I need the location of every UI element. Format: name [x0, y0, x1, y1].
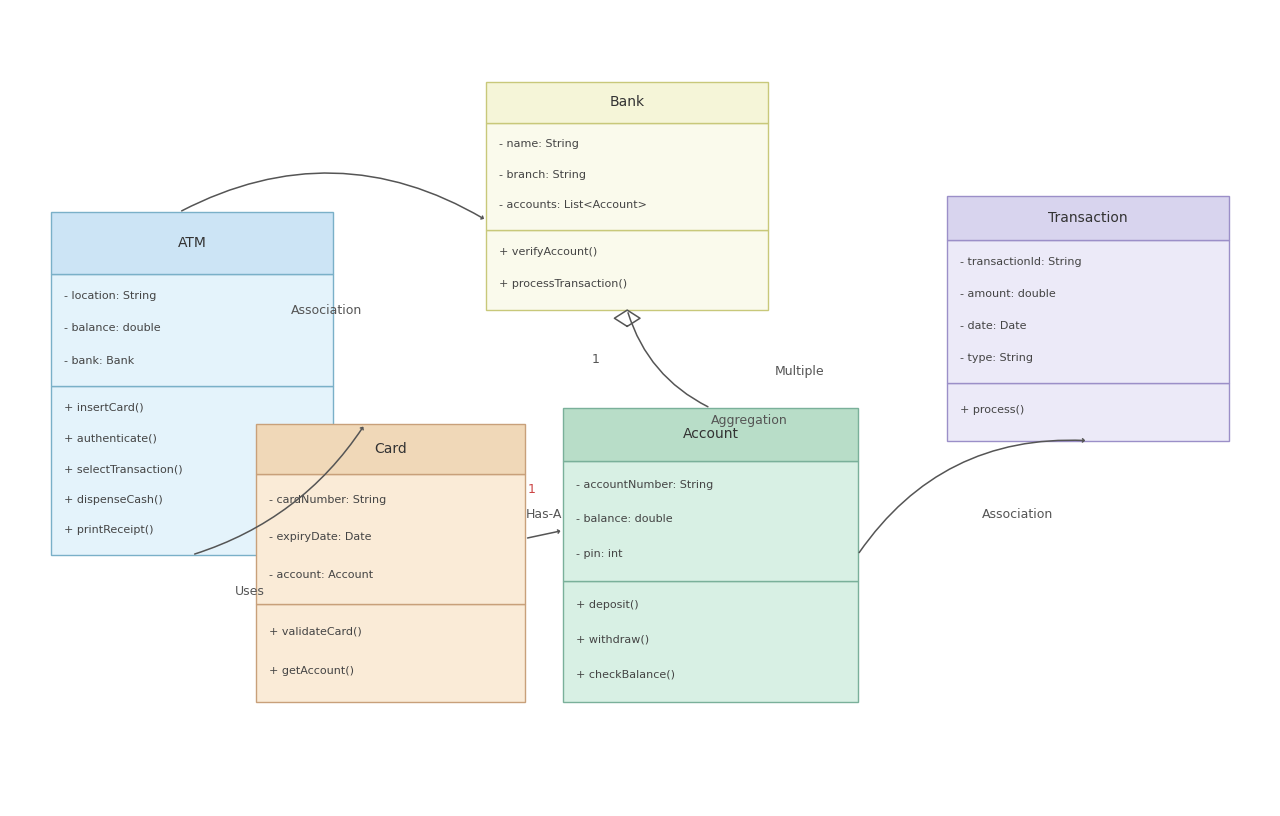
Bar: [486, 230, 768, 310]
Text: - balance: double: - balance: double: [64, 323, 160, 334]
Text: Multiple: Multiple: [776, 365, 824, 378]
Text: Aggregation: Aggregation: [710, 414, 787, 427]
Text: ATM: ATM: [178, 236, 206, 250]
Text: - cardNumber: String: - cardNumber: String: [269, 495, 387, 505]
Text: Transaction: Transaction: [1048, 211, 1128, 225]
Text: - pin: int: - pin: int: [576, 549, 622, 559]
Bar: [256, 474, 525, 605]
Text: + verifyAccount(): + verifyAccount(): [499, 247, 598, 257]
Text: - amount: double: - amount: double: [960, 289, 1056, 299]
Text: - location: String: - location: String: [64, 291, 156, 301]
Text: Association: Association: [291, 304, 362, 317]
Text: + processTransaction(): + processTransaction(): [499, 279, 627, 290]
Text: Uses: Uses: [234, 585, 265, 598]
Text: + process(): + process(): [960, 405, 1024, 415]
Text: 1: 1: [591, 353, 599, 366]
Bar: [563, 408, 858, 461]
Text: Association: Association: [982, 508, 1053, 521]
Text: - date: Date: - date: Date: [960, 321, 1027, 331]
Bar: [947, 384, 1229, 441]
Bar: [947, 196, 1229, 240]
Text: Account: Account: [682, 428, 739, 441]
Text: + insertCard(): + insertCard(): [64, 403, 143, 413]
Text: + withdraw(): + withdraw(): [576, 635, 649, 645]
Text: - type: String: - type: String: [960, 353, 1033, 363]
Bar: [486, 122, 768, 230]
Text: - transactionId: String: - transactionId: String: [960, 257, 1082, 267]
Text: - accounts: List<Account>: - accounts: List<Account>: [499, 200, 648, 211]
Text: + checkBalance(): + checkBalance(): [576, 669, 675, 679]
Text: + validateCard(): + validateCard(): [269, 627, 361, 636]
Text: Card: Card: [374, 442, 407, 456]
Text: + dispenseCash(): + dispenseCash(): [64, 494, 163, 504]
Bar: [51, 386, 333, 555]
Text: - expiryDate: Date: - expiryDate: Date: [269, 532, 371, 543]
Text: + getAccount(): + getAccount(): [269, 666, 353, 676]
Text: + printReceipt(): + printReceipt(): [64, 526, 154, 535]
Bar: [563, 461, 858, 581]
Text: - balance: double: - balance: double: [576, 514, 672, 525]
Bar: [486, 82, 768, 122]
Bar: [947, 240, 1229, 384]
Bar: [51, 274, 333, 386]
Text: + deposit(): + deposit(): [576, 601, 639, 610]
Text: - bank: Bank: - bank: Bank: [64, 356, 134, 366]
Text: - name: String: - name: String: [499, 140, 579, 149]
Bar: [563, 581, 858, 702]
Text: 1: 1: [527, 483, 535, 496]
Text: - accountNumber: String: - accountNumber: String: [576, 480, 713, 490]
Text: + authenticate(): + authenticate(): [64, 433, 157, 443]
Bar: [51, 212, 333, 274]
Text: Has-A: Has-A: [526, 508, 562, 521]
Text: Bank: Bank: [609, 95, 645, 109]
Bar: [256, 605, 525, 702]
Text: - branch: String: - branch: String: [499, 170, 586, 180]
Text: - account: Account: - account: Account: [269, 570, 372, 579]
Text: + selectTransaction(): + selectTransaction(): [64, 464, 183, 474]
Bar: [256, 424, 525, 474]
